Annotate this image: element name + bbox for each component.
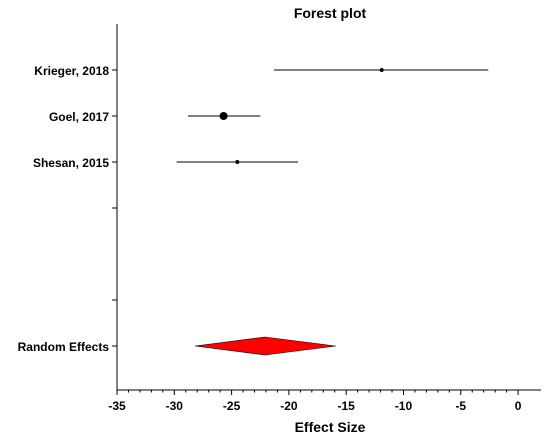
chart-marks: Krieger, 2018 Goel, 2017 Shesan, 2015 Rando… xyxy=(18,64,489,356)
study-label: Krieger, 2018 xyxy=(34,64,109,78)
x-tick-label: 0 xyxy=(515,399,522,413)
study-label: Goel, 2017 xyxy=(49,110,109,124)
study-point xyxy=(219,112,228,120)
x-tick-label: -30 xyxy=(166,399,184,413)
x-tick-label: -20 xyxy=(280,399,298,413)
study-point xyxy=(379,68,384,72)
x-tick-label: -10 xyxy=(395,399,413,413)
x-tick-label: -25 xyxy=(223,399,241,413)
x-axis-label: Effect Size xyxy=(295,419,366,435)
x-tick-label: -35 xyxy=(108,399,126,413)
study-point xyxy=(235,160,240,164)
chart-title: Forest plot xyxy=(294,5,367,21)
axes: -35 -30 -25 -20 -15 -10 -5 0 xyxy=(108,24,541,413)
summary-label: Random Effects xyxy=(18,340,110,354)
x-tick-label: -5 xyxy=(455,399,466,413)
study-label: Shesan, 2015 xyxy=(33,156,109,170)
x-tick-label: -15 xyxy=(338,399,356,413)
summary-diamond xyxy=(194,336,336,356)
